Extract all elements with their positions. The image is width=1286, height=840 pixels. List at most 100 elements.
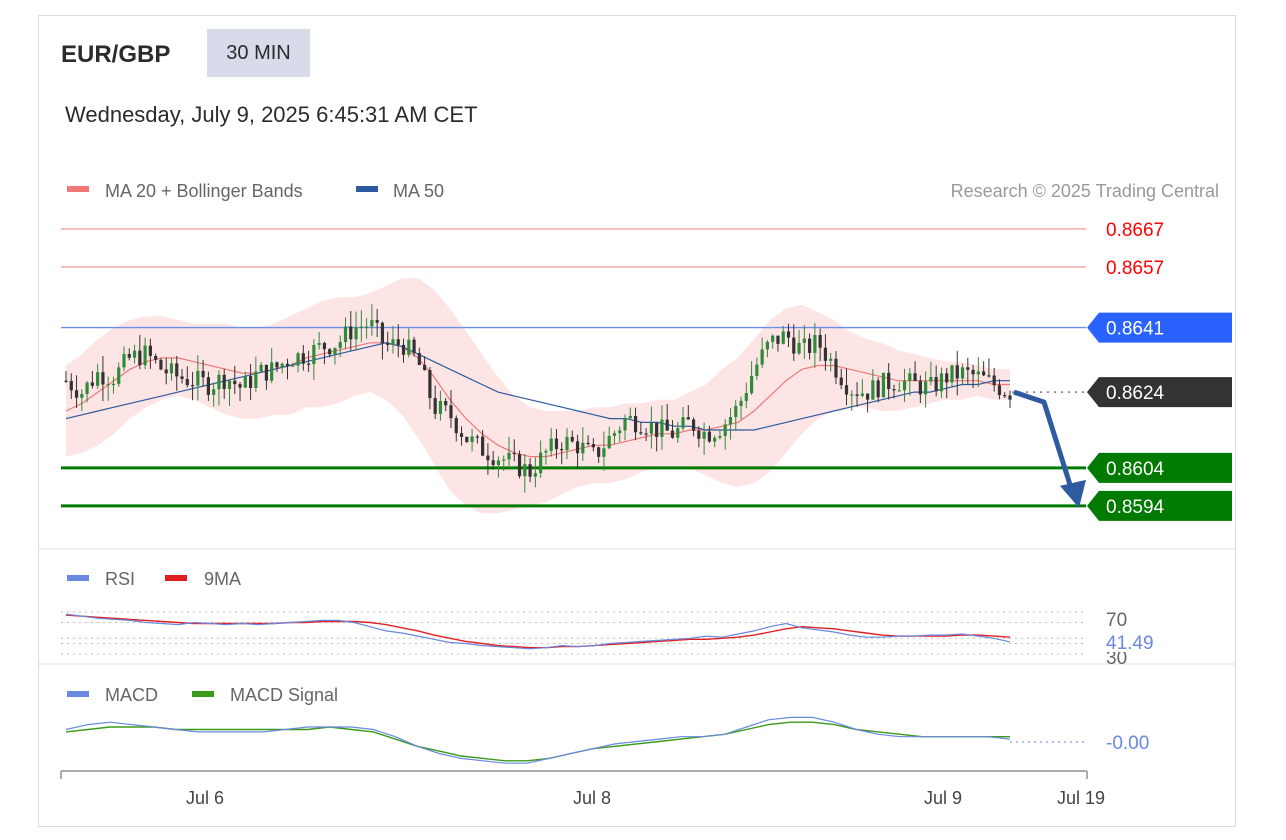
candle (739, 396, 743, 420)
candle (644, 428, 648, 442)
candle (138, 334, 142, 370)
ma20-line (65, 342, 1010, 458)
candle (122, 346, 126, 372)
candle (665, 404, 669, 431)
candle (280, 362, 284, 374)
macd-last-value: -0.00 (1106, 733, 1149, 754)
legend-rsi-label: RSI (105, 569, 135, 589)
candle (507, 436, 511, 466)
candle (950, 365, 954, 388)
level-tag (1087, 312, 1232, 343)
timeframe-badge[interactable]: 30 MIN (207, 29, 310, 77)
candle (607, 426, 611, 450)
candle (328, 348, 332, 358)
candle (190, 372, 195, 401)
candle (902, 368, 907, 403)
candle (649, 406, 653, 449)
candle (233, 365, 237, 395)
candle (908, 368, 912, 396)
level-support-5: 0.8594 (61, 490, 1232, 521)
candle (818, 328, 822, 362)
macd-line (65, 716, 1011, 764)
candle (760, 337, 764, 369)
candle (74, 375, 79, 408)
level-tag (1087, 377, 1232, 408)
candle (206, 371, 210, 402)
candle (285, 358, 290, 380)
candle (106, 376, 110, 401)
candle (881, 372, 886, 398)
candle (433, 385, 437, 420)
candle (839, 368, 843, 390)
macd-signal-line (65, 721, 1010, 762)
legend-ma20-swatch (67, 186, 89, 192)
candle (771, 334, 775, 349)
candle (159, 358, 163, 371)
legend-rsi-ma-label: 9MA (204, 569, 241, 589)
candle (570, 430, 574, 443)
candle (533, 457, 537, 488)
legend-macd-swatch (67, 691, 89, 697)
candle (597, 446, 601, 463)
level-resistance-0: 0.8667 (61, 220, 1164, 241)
rsi-ma-line (65, 614, 1011, 649)
x-tick-jul6: Jul 6 (186, 788, 224, 808)
candle (602, 431, 606, 471)
candle (586, 435, 590, 446)
candle (175, 355, 179, 391)
candle (481, 429, 485, 457)
level-label: 0.8624 (1106, 383, 1165, 404)
candle (744, 382, 748, 409)
candle (238, 381, 242, 402)
candle (797, 329, 801, 355)
candle (834, 351, 838, 385)
candle (212, 382, 216, 407)
candle (317, 332, 321, 350)
candle (876, 377, 880, 403)
candle (412, 336, 416, 357)
candle (929, 361, 933, 386)
candle (496, 456, 501, 478)
candle (918, 375, 922, 404)
candle (987, 358, 991, 378)
candle (749, 361, 754, 395)
candle (80, 389, 84, 412)
candle (502, 455, 506, 472)
candle (844, 368, 849, 406)
credit-text: Research © 2025 Trading Central (951, 181, 1219, 201)
symbol-title: EUR/GBP (61, 41, 171, 68)
candle (154, 353, 158, 364)
candle (312, 339, 316, 380)
candle (892, 384, 896, 399)
candle (829, 352, 833, 372)
candle (454, 415, 458, 442)
chart-card: EUR/GBP 30 MIN Wednesday, July 9, 2025 6… (38, 15, 1236, 827)
candle (396, 324, 400, 358)
candle (591, 438, 595, 452)
candle (755, 357, 759, 380)
candle (491, 451, 495, 470)
legend-rsi-swatch (67, 575, 89, 581)
level-current-3: 0.8624 (1012, 377, 1232, 408)
candle (966, 357, 970, 384)
candle (997, 379, 1002, 400)
candle (164, 357, 168, 385)
candle (217, 370, 221, 406)
candle (718, 430, 722, 440)
candle (380, 321, 385, 360)
candle (169, 357, 174, 381)
candle (807, 333, 812, 360)
timestamp: Wednesday, July 9, 2025 6:45:31 AM CET (65, 102, 478, 127)
level-label: 0.8604 (1106, 459, 1165, 480)
candle (148, 338, 152, 369)
candle (470, 428, 474, 452)
candle (423, 356, 427, 371)
level-tag (1087, 490, 1232, 521)
rsi-level-70: 70 (1106, 610, 1127, 631)
candle (528, 458, 532, 483)
candle (185, 366, 189, 388)
candle (90, 370, 94, 389)
candle (813, 323, 817, 368)
candle (786, 323, 791, 347)
candle (802, 325, 806, 359)
